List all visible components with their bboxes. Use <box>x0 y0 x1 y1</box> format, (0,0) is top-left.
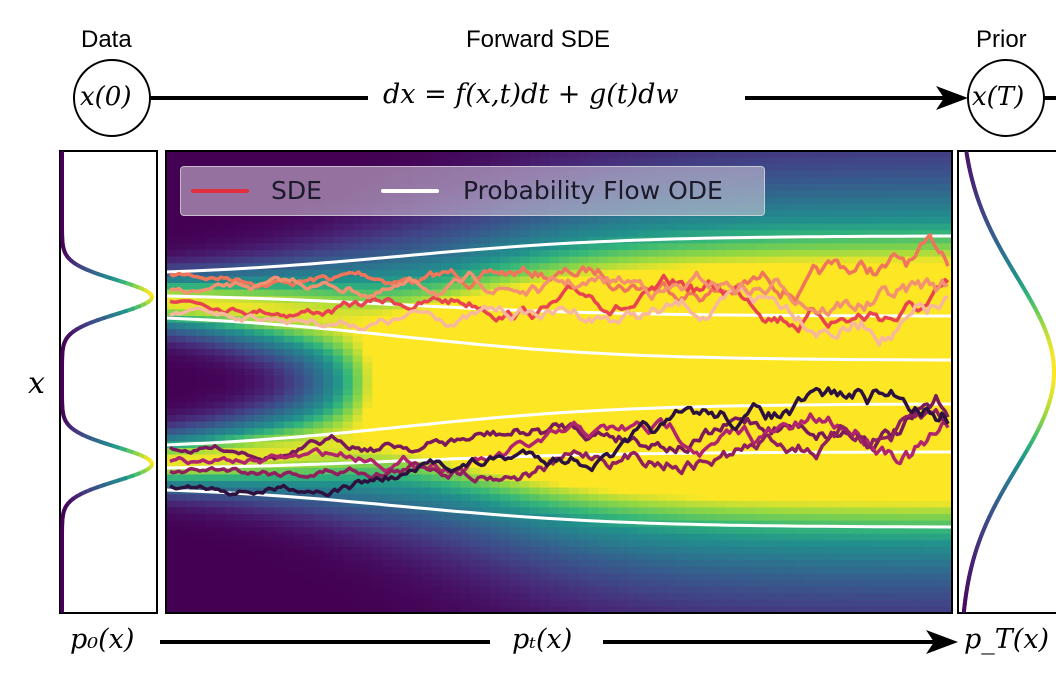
end-node-label: x(T) <box>972 82 1025 112</box>
pT-label: p_T(x) <box>964 624 1050 655</box>
y-axis-label: x <box>28 366 45 401</box>
start-node-circle <box>73 59 151 137</box>
sde-equation: dx = f(x,t)dt + g(t)dw <box>383 79 679 110</box>
data-density-curve <box>60 151 154 613</box>
bottom-arrow-head <box>926 630 958 654</box>
prior-density-panel <box>957 150 1056 614</box>
ode-path <box>166 316 952 362</box>
sde-path <box>169 270 949 317</box>
end-node-circle <box>967 59 1045 137</box>
top-arrow-head <box>936 86 968 110</box>
sde-path <box>169 285 949 347</box>
legend-sde-swatch <box>191 189 249 193</box>
sde-trajectories <box>169 233 950 498</box>
ode-path <box>166 488 952 529</box>
ode-path <box>166 402 952 447</box>
legend-sde-label: SDE <box>271 176 322 205</box>
data-header: Data <box>81 26 132 53</box>
heatmap-border <box>165 150 953 614</box>
sde-path <box>169 393 950 463</box>
data-density-panel <box>59 150 158 614</box>
sde-path <box>169 233 950 304</box>
density-heatmap <box>166 151 952 613</box>
pt-label: pₜ(x) <box>512 624 573 655</box>
sde-path <box>169 386 950 498</box>
prior-header: Prior <box>976 26 1027 53</box>
legend-ode-label: Probability Flow ODE <box>463 176 723 205</box>
heatmap-area <box>166 151 952 613</box>
start-node-label: x(0) <box>80 82 132 112</box>
legend-ode-swatch <box>381 189 439 193</box>
ode-path <box>166 234 952 274</box>
sde-path <box>169 412 950 474</box>
p0-label: p₀(x) <box>70 624 135 655</box>
forward-sde-header: Forward SDE <box>466 26 611 53</box>
prior-density-curve <box>961 151 1056 613</box>
legend: SDE Probability Flow ODE <box>180 166 765 216</box>
